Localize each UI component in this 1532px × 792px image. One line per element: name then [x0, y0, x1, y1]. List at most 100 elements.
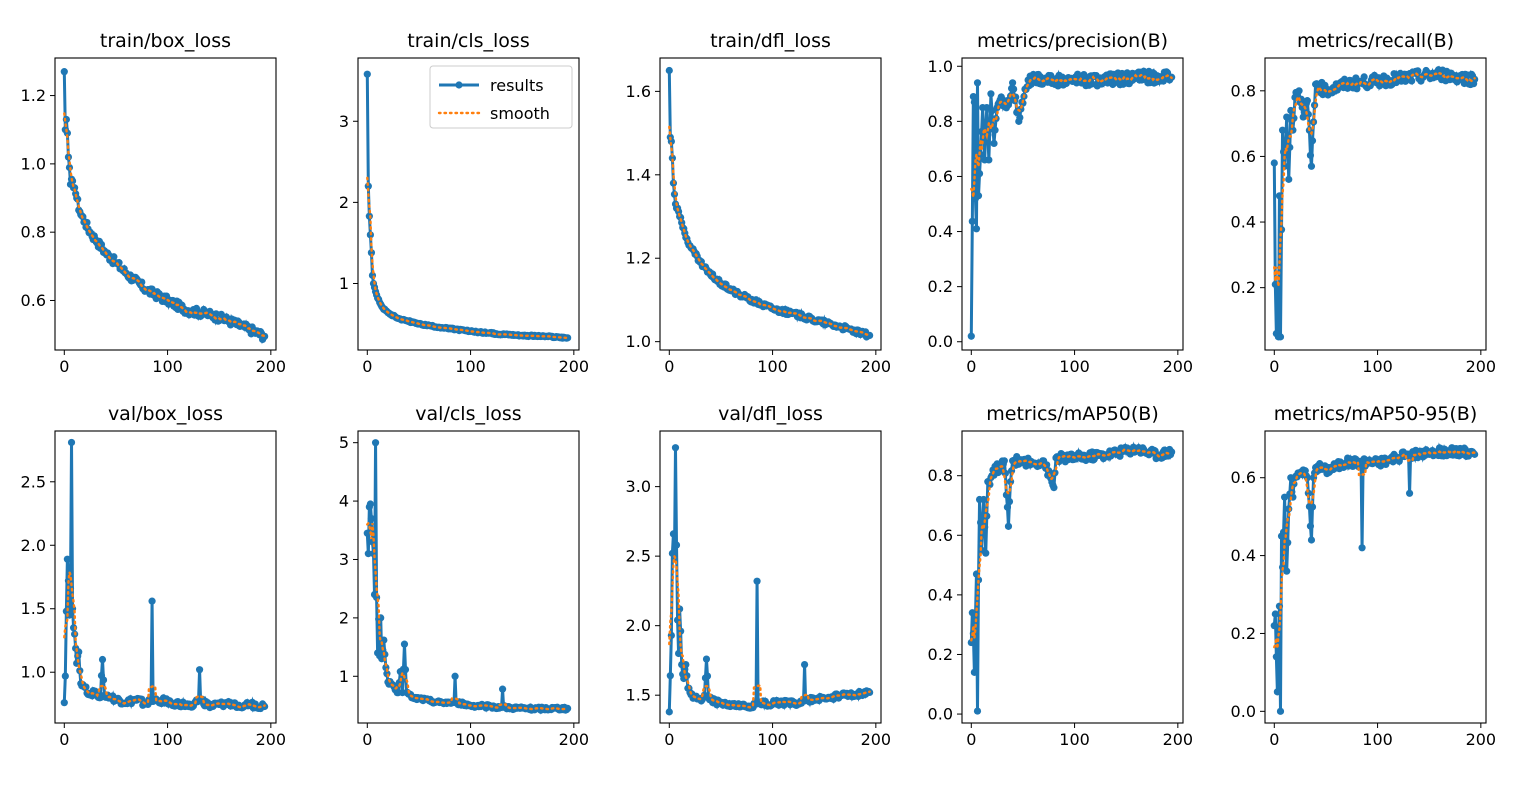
data-point [60, 699, 68, 707]
data-point [669, 530, 678, 538]
x-tick-label: 0 [362, 730, 372, 749]
series-points-results [665, 66, 874, 341]
x-tick-label: 100 [455, 730, 486, 749]
y-tick-label: 1.4 [626, 165, 651, 184]
data-point [363, 70, 371, 78]
series-points-results [60, 438, 269, 713]
axes-frame [357, 430, 580, 724]
data-point [1287, 106, 1295, 115]
subplot-title: metrics/precision(B) [977, 30, 1168, 52]
y-tick-label: 4 [339, 492, 349, 511]
subplot-0: train/box_loss 0 100 200 0.6 0.8 1.0 1.2 [21, 30, 287, 376]
data-point [1010, 85, 1018, 93]
subplot-1: train/cls_loss 0 100 200 1 2 3 results smooth [339, 30, 589, 376]
data-point [1307, 162, 1316, 170]
data-point [970, 668, 978, 676]
data-point [665, 66, 673, 75]
series-line-smooth [970, 73, 1173, 198]
x-tick-label: 0 [664, 730, 674, 749]
data-point [967, 638, 975, 647]
y-tick-label: 0.8 [928, 466, 953, 485]
y-tick-label: 0.4 [928, 585, 953, 604]
data-point [364, 182, 372, 190]
subplot-6: val/cls_loss 0 100 200 1 2 3 4 5 [339, 403, 589, 749]
subplot-title: train/box_loss [100, 30, 231, 52]
data-point [1303, 97, 1311, 105]
data-point [1050, 484, 1058, 492]
data-point [967, 332, 975, 340]
axes-frame [961, 57, 1184, 351]
y-tick-label: 3.0 [626, 477, 651, 496]
data-point [1283, 567, 1291, 575]
data-point [1003, 503, 1012, 511]
x-tick-label: 200 [256, 730, 287, 749]
y-tick-label: 0.6 [928, 526, 953, 545]
y-tick-label: 1.2 [21, 86, 46, 105]
y-tick-label: 0.0 [928, 705, 953, 724]
x-tick-label: 200 [256, 357, 287, 376]
data-point [401, 665, 410, 674]
data-point [987, 90, 995, 98]
data-point [400, 640, 409, 648]
data-point [367, 249, 376, 257]
data-point [1005, 497, 1014, 506]
axes-frame [357, 57, 580, 351]
data-point [61, 672, 69, 680]
y-tick-label: 0.2 [1231, 624, 1256, 643]
data-point [451, 672, 459, 680]
y-tick-label: 1.0 [21, 663, 46, 682]
data-point [1308, 503, 1317, 511]
y-tick-label: 0.6 [21, 291, 46, 310]
y-tick-label: 0.8 [928, 112, 953, 131]
y-tick-label: 1 [339, 274, 349, 293]
x-tick-label: 100 [455, 357, 486, 376]
subplot-title: train/cls_loss [407, 30, 529, 52]
x-tick-label: 100 [152, 357, 183, 376]
x-tick-label: 0 [664, 357, 674, 376]
data-point [672, 541, 681, 549]
legend-label-results: results [490, 76, 544, 95]
x-tick-label: 200 [1163, 357, 1194, 376]
y-tick-label: 0.2 [928, 645, 953, 664]
data-point [1000, 457, 1008, 465]
data-point [668, 549, 676, 557]
data-point [671, 444, 680, 452]
x-tick-label: 200 [861, 357, 892, 376]
y-tick-label: 3 [339, 550, 349, 569]
x-tick-label: 0 [966, 357, 976, 376]
data-point [1275, 602, 1284, 610]
series-points-results [363, 439, 572, 714]
data-point [67, 438, 76, 447]
y-tick-label: 0.6 [1231, 147, 1256, 166]
data-point [498, 685, 507, 693]
series-line-smooth [668, 551, 871, 709]
data-point [1273, 688, 1281, 696]
x-tick-label: 100 [1362, 357, 1393, 376]
subplot-2: train/dfl_loss 0 100 200 1.0 1.2 1.4 1.6 [626, 30, 892, 376]
y-tick-label: 0.2 [1231, 278, 1256, 297]
x-tick-label: 100 [757, 357, 788, 376]
y-tick-label: 2 [339, 193, 349, 212]
data-point [212, 310, 220, 318]
data-point [363, 529, 371, 537]
data-point [1276, 333, 1285, 341]
y-tick-label: 0.6 [928, 167, 953, 186]
data-point [1281, 493, 1289, 501]
y-tick-label: 2.0 [21, 536, 46, 555]
axes-frame [54, 430, 277, 724]
data-point [371, 439, 380, 447]
data-point [974, 192, 983, 200]
y-tick-label: 5 [339, 433, 349, 452]
series-line-results [667, 70, 871, 341]
data-point [985, 156, 993, 164]
subplot-5: val/box_loss 0 100 200 1.0 1.5 2.0 2.5 [21, 403, 287, 749]
x-tick-label: 0 [1269, 357, 1279, 376]
data-point [195, 666, 204, 674]
data-point [703, 672, 712, 680]
data-point [1306, 522, 1315, 530]
data-point [63, 555, 71, 563]
subplot-title: val/dfl_loss [718, 403, 823, 425]
series-line-results [969, 441, 1174, 712]
data-point [1281, 162, 1289, 170]
